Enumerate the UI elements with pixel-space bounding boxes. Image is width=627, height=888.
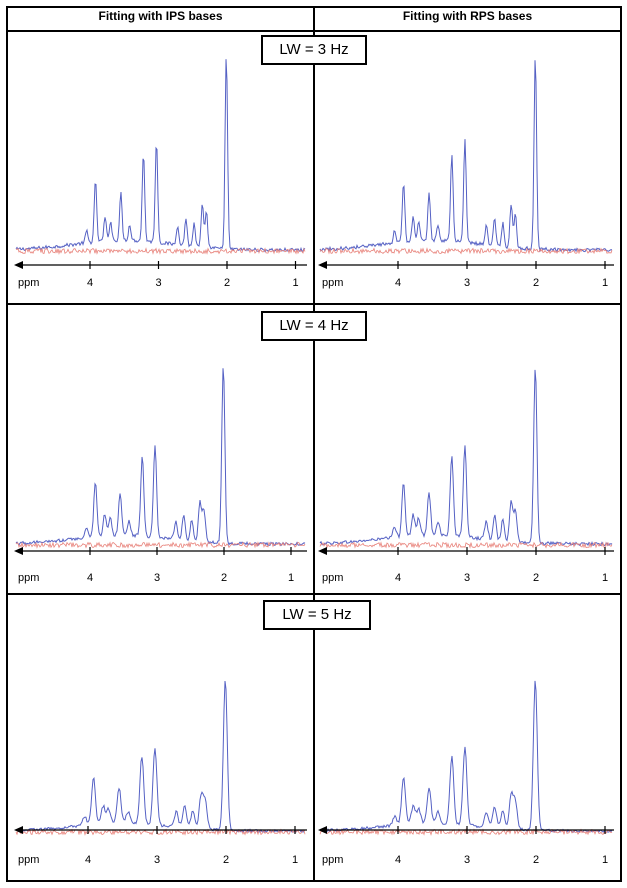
axis-arrow-icon [318, 547, 327, 555]
spectrum-fit-trace [15, 680, 306, 834]
tick-label-3: 3 [464, 277, 470, 289]
tick-label-3: 3 [155, 277, 161, 289]
row-label-lw5: LW = 5 Hz [263, 600, 371, 630]
row-label-lw4: LW = 4 Hz [261, 311, 367, 341]
axis-arrow-icon [14, 547, 23, 555]
tick-label-2: 2 [533, 277, 539, 289]
axis-unit-label: ppm [322, 277, 343, 289]
tick-label-3: 3 [154, 854, 160, 866]
axis-arrow-icon [14, 261, 23, 269]
spectrum-fit-trace [319, 60, 613, 253]
axis-unit-label: ppm [322, 572, 343, 584]
tick-label-1: 1 [292, 854, 298, 866]
column-divider [313, 6, 315, 882]
tick-label-4: 4 [87, 277, 93, 289]
residual-trace [15, 828, 306, 836]
tick-label-1: 1 [288, 572, 294, 584]
tick-label-1: 1 [602, 277, 608, 289]
tick-label-4: 4 [395, 277, 401, 289]
spectrum-panel-lw5-rps: 4 3 2 1 ppm [318, 680, 614, 866]
residual-trace [319, 541, 613, 549]
spectrum-panel-lw3-rps: 4 3 2 1 ppm [318, 60, 614, 289]
axis-arrow-icon [318, 261, 327, 269]
residual-trace [15, 247, 306, 255]
spectrum-panel-lw3-ips: 4 3 2 1 ppm [14, 59, 307, 289]
tick-label-4: 4 [85, 854, 91, 866]
spectrum-panel-lw4-ips: 4 3 2 1 ppm [14, 368, 307, 584]
axis-unit-label: ppm [322, 854, 343, 866]
tick-label-3: 3 [464, 854, 470, 866]
spectrum-fit-trace [319, 369, 613, 547]
tick-label-4: 4 [395, 572, 401, 584]
tick-label-3: 3 [464, 572, 470, 584]
spectrum-fit-trace [15, 59, 306, 253]
spectrum-fit-trace [15, 368, 306, 547]
axis-unit-label: ppm [18, 277, 39, 289]
tick-label-4: 4 [87, 572, 93, 584]
tick-label-2: 2 [221, 572, 227, 584]
axis-arrow-icon [14, 826, 23, 834]
spectrum-panel-lw4-rps: 4 3 2 1 ppm [318, 369, 614, 584]
axis-arrow-icon [318, 826, 327, 834]
tick-label-1: 1 [292, 277, 298, 289]
spectrum-fit-trace [319, 680, 613, 833]
tick-label-2: 2 [533, 854, 539, 866]
residual-trace [15, 541, 306, 549]
tick-label-2: 2 [223, 854, 229, 866]
tick-label-1: 1 [602, 854, 608, 866]
axis-unit-label: ppm [18, 572, 39, 584]
tick-label-3: 3 [154, 572, 160, 584]
tick-label-2: 2 [224, 277, 230, 289]
tick-label-1: 1 [602, 572, 608, 584]
column-header-rps: Fitting with RPS bases [402, 9, 533, 23]
border-right [620, 6, 622, 882]
tick-label-2: 2 [533, 572, 539, 584]
axis-unit-label: ppm [18, 854, 39, 866]
tick-label-4: 4 [395, 854, 401, 866]
row-label-lw3: LW = 3 Hz [261, 35, 367, 65]
residual-trace [319, 247, 613, 255]
column-header-ips: Fitting with IPS bases [98, 9, 223, 23]
border-left [6, 6, 8, 882]
spectrum-panel-lw5-ips: 4 3 2 1 ppm [14, 680, 307, 866]
